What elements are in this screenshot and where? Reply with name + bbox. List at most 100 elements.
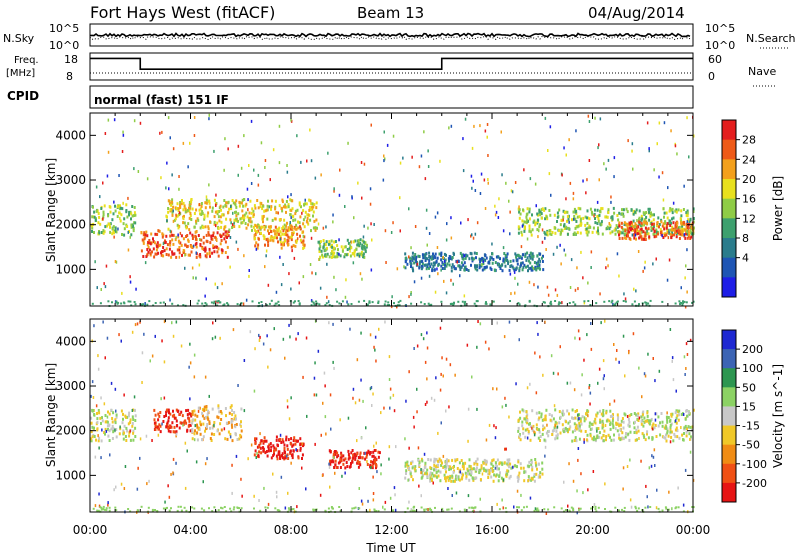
velocity-echo-cell <box>652 357 654 360</box>
power-echo-cell <box>546 217 549 221</box>
power-echo-cell <box>279 230 282 234</box>
velocity-echo-cell <box>531 468 534 472</box>
velocity-echo-cell <box>615 427 617 431</box>
velocity-echo-cell <box>576 489 578 493</box>
power-echo-cell <box>189 214 192 218</box>
power-echo-cell <box>178 240 181 244</box>
velocity-echo-cell <box>675 426 678 430</box>
power-echo-cell <box>553 213 556 217</box>
power-echo-cell <box>256 246 259 250</box>
velocity-echo-cell <box>544 454 546 458</box>
velocity-echo-cell <box>572 479 575 483</box>
velocity-echo-cell <box>519 438 522 442</box>
power-echo-cell <box>278 204 281 208</box>
power-echo-cell <box>437 262 440 266</box>
velocity-echo-cell <box>572 417 575 420</box>
velocity-echo-cell <box>478 471 481 475</box>
velocity-echo-cell <box>417 458 420 462</box>
power-echo-cell <box>665 226 668 230</box>
velocity-echo-cell <box>630 413 633 416</box>
power-echo-cell <box>572 301 575 304</box>
velocity-echo-cell <box>609 421 612 425</box>
velocity-echo-cell <box>575 423 578 427</box>
velocity-echo-cell <box>416 344 419 348</box>
velocity-echo-cell <box>589 427 592 431</box>
power-echo-cell <box>462 257 465 261</box>
power-echo-cell <box>272 236 275 240</box>
power-echo-cell <box>370 222 372 226</box>
power-echo-cell <box>326 252 329 256</box>
power-echo-cell <box>99 222 102 226</box>
power-echo-cell <box>582 179 584 183</box>
power-echo-cell <box>215 204 217 207</box>
power-echo-cell <box>293 256 296 260</box>
velocity-echo-cell <box>272 472 274 476</box>
velocity-echo-cell <box>134 435 137 438</box>
velocity-echo-cell <box>332 322 334 326</box>
velocity-echo-cell <box>203 509 206 512</box>
velocity-echo-cell <box>556 436 559 440</box>
power-echo-cell <box>557 303 560 306</box>
velocity-echo-cell <box>359 463 362 467</box>
power-echo-cell <box>216 231 219 235</box>
velocity-echo-cell <box>140 505 143 508</box>
power-echo-cell <box>186 244 189 248</box>
power-echo-cell <box>323 242 326 246</box>
velocity-echo-cell <box>209 426 211 430</box>
velocity-echo-cell <box>580 422 583 426</box>
power-echo-cell <box>650 211 652 215</box>
velocity-echo-cell <box>339 458 342 462</box>
power-echo-cell <box>638 216 641 220</box>
velocity-echo-cell <box>133 395 136 399</box>
velocity-echo-cell <box>94 504 97 508</box>
velocity-echo-cell <box>492 464 495 468</box>
power-echo-cell <box>212 231 215 235</box>
power-echo-cell <box>243 254 245 258</box>
power-echo-cell <box>565 225 568 229</box>
power-echo-cell <box>489 255 492 259</box>
velocity-echo-cell <box>108 509 111 512</box>
power-echo-cell <box>208 117 210 121</box>
velocity-echo-cell <box>508 458 511 462</box>
power-echo-cell <box>440 300 443 303</box>
velocity-colorbar-tick-label: -200 <box>742 477 767 490</box>
power-echo-cell <box>185 226 188 230</box>
velocity-echo-cell <box>440 372 442 376</box>
velocity-echo-cell <box>421 459 424 463</box>
velocity-echo-cell <box>232 328 235 332</box>
velocity-colorbar-tick-label: 100 <box>742 362 763 375</box>
velocity-echo-cell <box>104 414 107 417</box>
velocity-echo-cell <box>118 432 121 436</box>
power-echo-cell <box>614 232 617 236</box>
velocity-echo-cell <box>412 415 415 419</box>
power-echo-cell <box>670 235 673 239</box>
power-echo-cell <box>195 245 198 249</box>
power-echo-cell <box>172 147 175 151</box>
velocity-echo-cell <box>576 409 578 413</box>
velocity-echo-cell <box>278 510 281 512</box>
velocity-echo-cell <box>438 460 441 463</box>
velocity-echo-cell <box>491 470 494 473</box>
velocity-echo-cell <box>355 454 358 458</box>
power-echo-cell <box>215 193 217 197</box>
velocity-echo-cell <box>603 374 605 378</box>
velocity-echo-cell <box>169 430 172 434</box>
velocity-colorbar-swatch <box>722 425 736 446</box>
velocity-echo-cell <box>425 471 427 475</box>
velocity-echo-cell <box>404 461 407 465</box>
power-echo-cell <box>109 230 112 234</box>
power-echo-cell <box>191 233 194 237</box>
power-echo-cell <box>202 225 205 229</box>
power-echo-cell <box>620 225 623 229</box>
velocity-echo-cell <box>641 395 643 399</box>
power-echo-cell <box>193 225 196 229</box>
power-echo-cell <box>182 304 185 307</box>
velocity-echo-cell <box>337 461 340 465</box>
velocity-echo-cell <box>673 432 676 436</box>
velocity-echo-cell <box>341 474 343 478</box>
power-echo-cell <box>315 300 318 303</box>
power-echo-cell <box>205 201 208 205</box>
velocity-echo-cell <box>468 458 471 462</box>
velocity-echo-cell <box>618 509 620 512</box>
power-echo-cell <box>311 300 314 303</box>
